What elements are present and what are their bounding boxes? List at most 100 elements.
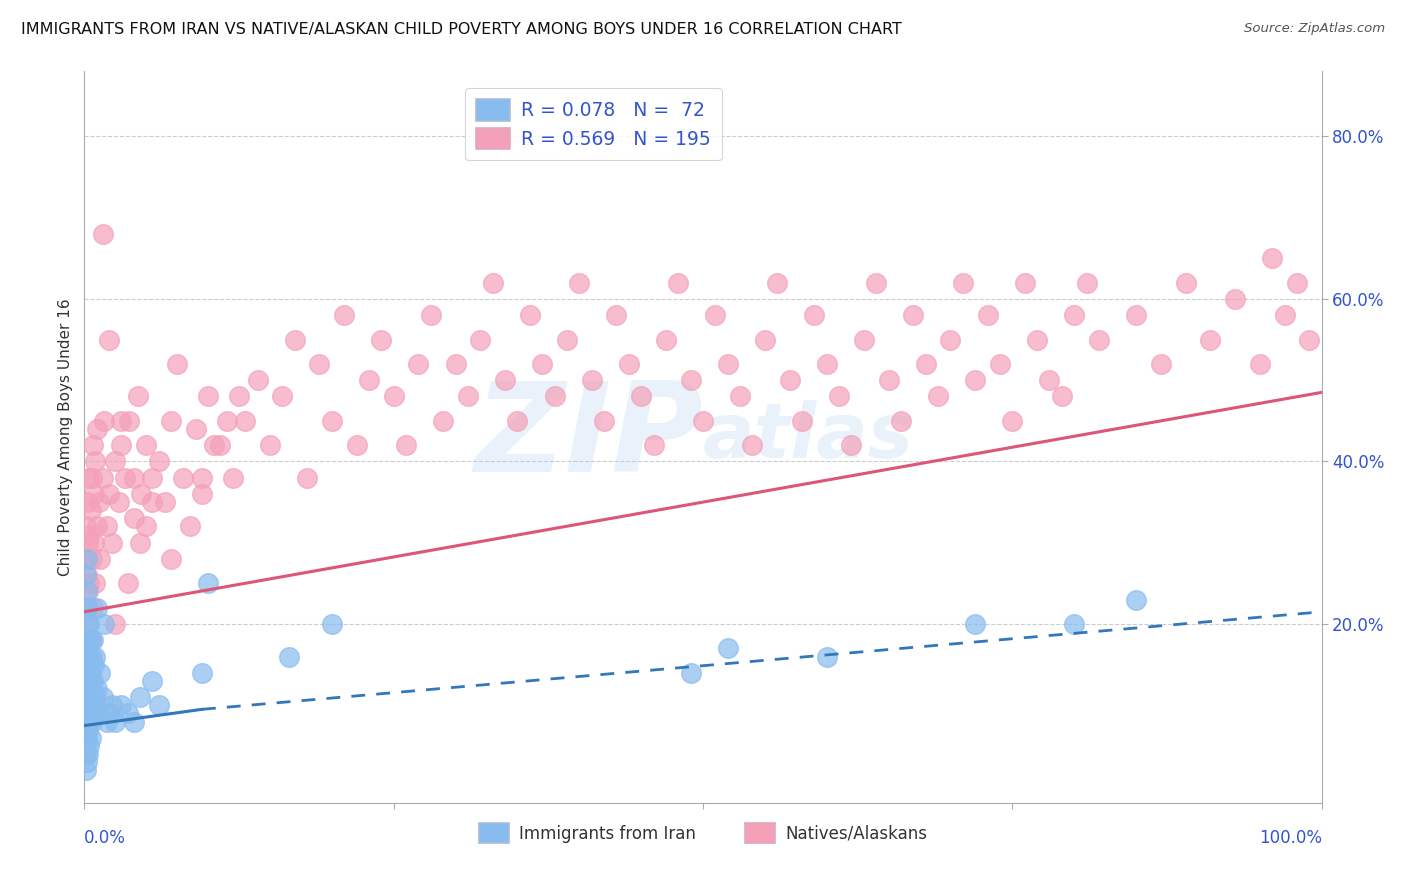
Point (222, 471, 245, 485)
Point (76, 706, 98, 721)
Point (1261, 252, 1284, 266)
Point (1076, 276, 1098, 290)
Point (531, 357, 554, 371)
Point (76, 755, 98, 769)
Point (1014, 276, 1036, 290)
Point (939, 333, 962, 347)
Point (432, 414, 454, 428)
Point (110, 414, 132, 428)
Point (76, 552, 98, 566)
Point (976, 308, 998, 322)
Point (75, 714, 97, 729)
Point (308, 357, 330, 371)
Point (828, 389, 851, 403)
Point (77, 723, 100, 737)
Point (77, 633, 100, 648)
Point (741, 438, 763, 452)
Point (79, 714, 101, 729)
Point (89, 495, 111, 509)
Point (93, 414, 115, 428)
Point (86, 519, 108, 533)
Point (76, 495, 98, 509)
Point (82, 600, 104, 615)
Point (141, 673, 163, 688)
Point (76, 584, 98, 599)
Point (519, 308, 541, 322)
Point (84, 576, 107, 591)
Point (382, 389, 405, 403)
Point (75, 681, 97, 696)
Point (104, 714, 127, 729)
Point (581, 373, 603, 387)
Point (903, 308, 925, 322)
Point (86, 600, 108, 615)
Point (754, 333, 776, 347)
Point (1001, 414, 1024, 428)
Point (914, 357, 936, 371)
Point (91, 227, 114, 241)
Point (75, 698, 97, 713)
Point (77, 698, 100, 713)
Point (184, 422, 207, 436)
Point (179, 519, 201, 533)
Point (117, 706, 139, 721)
Text: 100.0%: 100.0% (1258, 829, 1322, 847)
Point (148, 698, 170, 713)
Point (80, 649, 103, 664)
Point (271, 389, 294, 403)
Point (766, 276, 789, 290)
Point (77, 600, 100, 615)
Point (191, 471, 214, 485)
Point (952, 276, 974, 290)
Point (295, 471, 318, 485)
Point (543, 389, 565, 403)
Point (927, 389, 949, 403)
Point (76, 681, 98, 696)
Point (75, 665, 97, 680)
Y-axis label: Child Poverty Among Boys Under 16: Child Poverty Among Boys Under 16 (58, 298, 73, 576)
Point (1285, 276, 1308, 290)
Point (82, 633, 104, 648)
Point (1249, 357, 1271, 371)
Point (160, 414, 183, 428)
Point (228, 389, 250, 403)
Point (593, 414, 616, 428)
Point (1026, 333, 1049, 347)
Point (79, 739, 101, 753)
Point (110, 698, 132, 713)
Point (1274, 308, 1296, 322)
Point (197, 389, 219, 403)
Point (93, 617, 115, 632)
Point (1199, 333, 1222, 347)
Point (104, 454, 127, 468)
Text: ZIP: ZIP (474, 376, 703, 498)
Point (965, 373, 987, 387)
Point (79, 665, 101, 680)
Point (865, 276, 887, 290)
Point (160, 552, 183, 566)
Point (100, 535, 122, 549)
Point (877, 373, 900, 387)
Point (141, 471, 163, 485)
Point (83, 535, 105, 549)
Point (346, 438, 368, 452)
Point (83, 657, 105, 672)
Legend: Immigrants from Iran, Natives/Alaskans: Immigrants from Iran, Natives/Alaskans (472, 817, 934, 849)
Point (1063, 617, 1085, 632)
Point (841, 438, 863, 452)
Point (75, 747, 97, 761)
Point (135, 438, 157, 452)
Point (129, 535, 152, 549)
Point (568, 276, 591, 290)
Point (84, 649, 107, 664)
Point (1125, 592, 1147, 607)
Point (494, 373, 516, 387)
Point (1050, 389, 1073, 403)
Point (679, 665, 702, 680)
Text: atlas: atlas (703, 401, 914, 474)
Point (209, 438, 232, 452)
Point (96, 714, 118, 729)
Point (80, 471, 103, 485)
Point (79, 576, 101, 591)
Point (77, 665, 100, 680)
